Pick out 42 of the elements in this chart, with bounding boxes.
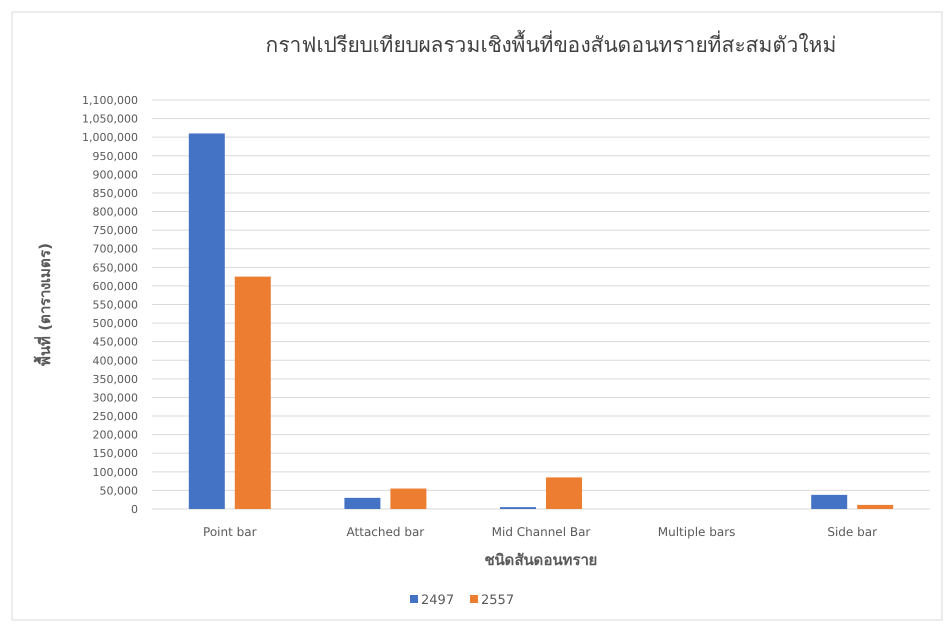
y-tick-label: 1,100,000	[82, 94, 138, 107]
legend-label: 2497	[421, 593, 454, 608]
x-tick-label: Side bar	[827, 525, 878, 539]
y-tick-label: 1,000,000	[82, 131, 138, 144]
x-tick-label: Attached bar	[346, 525, 424, 539]
x-tick-label: Mid Channel Bar	[492, 525, 590, 539]
y-tick-label: 600,000	[92, 280, 138, 293]
bar	[390, 488, 426, 509]
legend-item: 2557	[470, 593, 514, 608]
y-tick-label: 550,000	[92, 298, 138, 312]
y-tick-label: 0	[131, 503, 138, 516]
y-tick-label: 650,000	[92, 261, 138, 274]
y-tick-label: 950,000	[92, 150, 138, 163]
y-tick-label: 350,000	[92, 372, 138, 386]
y-tick-label: 400,000	[92, 354, 138, 368]
y-tick-label: 700,000	[92, 242, 138, 256]
y-tick-label: 50,000	[100, 484, 138, 498]
bar	[188, 133, 225, 509]
bar	[546, 477, 582, 509]
y-axis-title: พื้นที่ (ตารางเมตร)	[33, 243, 54, 366]
y-tick-label: 250,000	[92, 410, 138, 424]
y-tick-label: 800,000	[92, 206, 138, 219]
y-tick-label: 900,000	[92, 168, 138, 182]
bar	[344, 498, 380, 509]
bar	[811, 494, 848, 509]
y-tick-label: 100,000	[92, 466, 138, 479]
y-tick-label: 150,000	[92, 447, 138, 460]
legend-label: 2557	[481, 593, 514, 608]
bar	[857, 504, 894, 509]
y-tick-label: 1,050,000	[82, 112, 138, 126]
y-tick-label: 300,000	[92, 391, 138, 404]
legend-item: 2497	[410, 593, 454, 608]
x-tick-label: Multiple bars	[658, 525, 736, 539]
chart-title: กราฟเปรียบเทียบผลรวมเชิงพื้นที่ของสันดอนทรายที่สะสมตัวใหม่	[266, 30, 836, 57]
y-tick-label: 750,000	[92, 224, 138, 238]
x-axis-title: ชนิดสันดอนทราย	[484, 551, 598, 569]
y-tick-label: 500,000	[92, 317, 138, 330]
bar	[234, 276, 271, 509]
y-tick-label: 850,000	[92, 186, 138, 200]
y-tick-label: 450,000	[92, 336, 138, 349]
y-tick-label: 200,000	[92, 428, 138, 442]
x-tick-label: Point bar	[203, 525, 257, 539]
